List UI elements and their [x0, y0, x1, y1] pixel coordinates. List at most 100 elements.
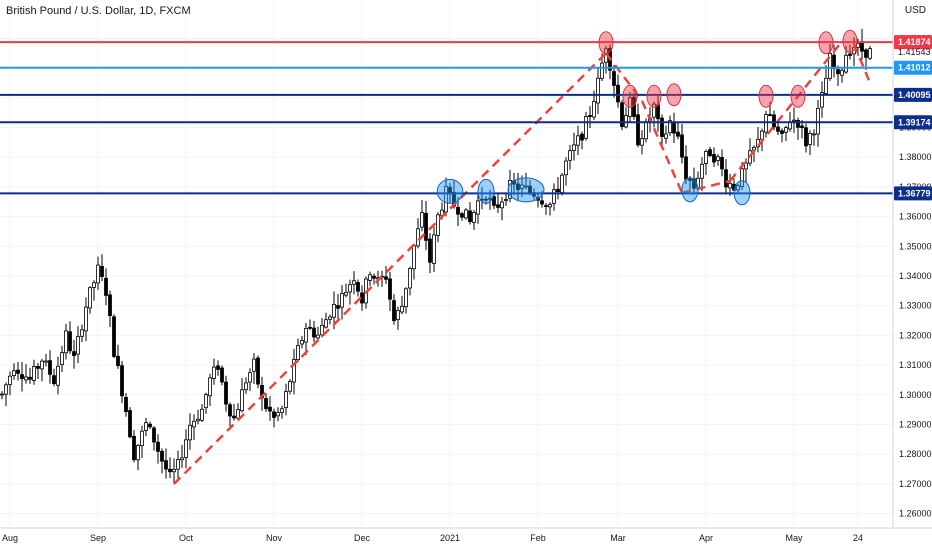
candle-body	[264, 398, 268, 410]
candle-body	[208, 377, 212, 397]
candle-body	[20, 374, 24, 379]
candle-body	[80, 329, 84, 337]
candle-body	[352, 280, 356, 285]
price-axis[interactable]: 1.26000 1.27000 1.28000 1.29000 1.30000 1.310…	[892, 0, 932, 527]
price-tag-bg	[894, 87, 932, 102]
candle-body	[276, 412, 280, 417]
candle-body	[136, 445, 140, 461]
candle-body	[636, 114, 640, 146]
candle-body	[516, 183, 520, 191]
candle-body	[296, 344, 300, 361]
candle-body	[84, 306, 88, 332]
candle-body	[164, 460, 168, 470]
candle-body	[836, 69, 840, 75]
candle-body	[712, 154, 716, 163]
candle-body	[864, 49, 868, 58]
support-marker	[733, 180, 751, 206]
price-tick-label: 1.26000	[899, 509, 932, 519]
candle-body	[576, 135, 580, 146]
candle-body	[40, 360, 44, 370]
time-tick-label: Aug	[2, 533, 18, 543]
resistance-marker	[666, 83, 682, 107]
candle-body	[108, 294, 112, 317]
candle-body	[660, 117, 664, 137]
candle-body	[348, 284, 352, 293]
candle-body	[844, 54, 848, 73]
price-tick-label: 1.35000	[899, 241, 932, 251]
candle-body	[664, 133, 668, 139]
candle-body	[176, 459, 180, 470]
candle-body	[60, 352, 64, 366]
candle-body	[240, 389, 244, 412]
candle-body	[52, 375, 56, 385]
candle-body	[556, 188, 560, 192]
candle-body	[224, 381, 228, 405]
candle-body	[388, 278, 392, 300]
candle-body	[656, 104, 660, 120]
price-tick-label: 1.29000	[899, 420, 932, 430]
price-tick-label: 1.31000	[899, 360, 932, 370]
candle-body	[768, 114, 772, 116]
trend-line	[605, 52, 643, 102]
candle-body	[764, 114, 768, 133]
candlestick-series	[0, 28, 872, 485]
candle-body	[76, 336, 80, 355]
candle-body	[572, 144, 576, 151]
candle-body	[832, 54, 836, 69]
candle-body	[488, 197, 492, 200]
candle-body	[324, 319, 328, 328]
candle-body	[384, 276, 388, 280]
time-tick-label: May	[785, 533, 803, 543]
candle-body	[736, 185, 740, 191]
candle-body	[308, 326, 312, 329]
candle-body	[288, 381, 292, 392]
resistance-marker	[758, 84, 774, 108]
price-tick-label: 1.27000	[899, 479, 932, 489]
level-price-tag: 1.40095	[894, 87, 932, 102]
candle-body	[400, 305, 404, 313]
trend-line	[852, 43, 872, 84]
candle-body	[700, 163, 704, 179]
candle-body	[792, 119, 796, 122]
candle-body	[492, 196, 496, 206]
candle-body	[200, 408, 204, 421]
candle-body	[796, 119, 800, 128]
chart-title: British Pound / U.S. Dollar, 1D, FXCM	[6, 5, 191, 17]
price-tag-bg	[894, 35, 932, 50]
candle-body	[204, 394, 208, 409]
last-price-label: 1.41543	[898, 47, 931, 57]
candle-body	[332, 304, 336, 318]
candle-body	[236, 409, 240, 419]
candle-body	[316, 334, 320, 339]
candle-body	[68, 331, 72, 352]
candle-body	[812, 133, 816, 136]
candle-body	[456, 206, 460, 215]
candle-body	[172, 468, 176, 473]
candle-body	[268, 406, 272, 412]
price-tag-label: 1.41012	[898, 63, 931, 73]
candle-body	[96, 264, 100, 284]
candle-body	[776, 126, 780, 132]
candle-body	[596, 77, 600, 104]
candle-body	[16, 369, 20, 374]
candle-body	[416, 228, 420, 247]
price-tick-label: 1.38000	[899, 152, 932, 162]
trend-line	[173, 52, 607, 485]
candle-body	[668, 120, 672, 134]
candle-body	[168, 468, 172, 473]
candle-body	[816, 107, 820, 135]
candle-body	[472, 212, 476, 223]
time-axis[interactable]: Aug Sep Oct Nov Dec 2021 Feb Mar Apr May 24	[0, 527, 932, 543]
candle-body	[112, 316, 116, 357]
candle-body	[644, 121, 648, 140]
candle-body	[444, 186, 448, 213]
horizontal-levels	[0, 41, 893, 195]
candle-body	[104, 277, 108, 296]
candle-body	[92, 282, 96, 288]
support-marker	[507, 177, 545, 203]
candle-body	[160, 450, 164, 462]
candle-body	[840, 69, 844, 76]
price-tag-bg	[894, 115, 932, 130]
candle-body	[304, 328, 308, 343]
